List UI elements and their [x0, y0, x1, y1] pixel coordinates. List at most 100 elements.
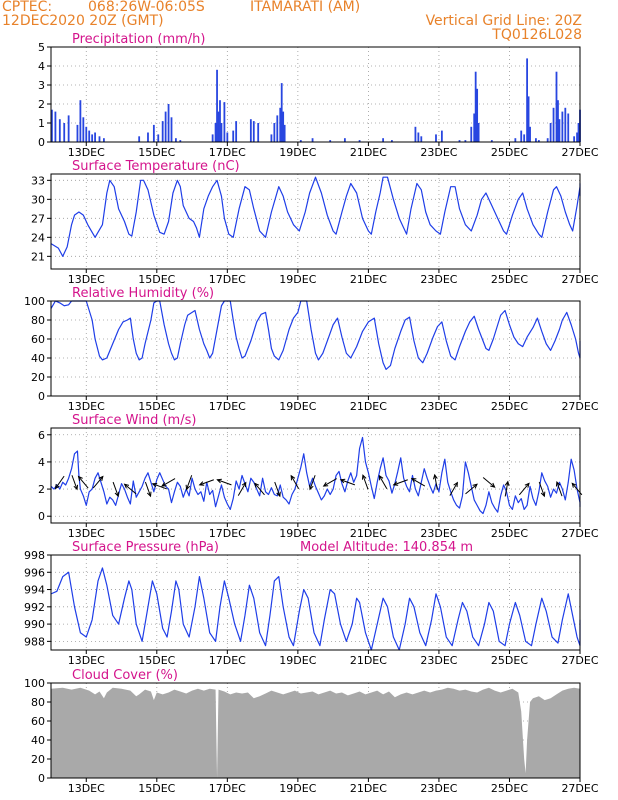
pressure-ytick-label-5: 998 [24, 549, 45, 562]
precipitation-bar-17 [157, 134, 160, 142]
wind-xtick-label-7: 27DEC [561, 527, 598, 540]
wind-arrow-0 [54, 475, 65, 490]
pressure-annotation: Model Altitude: 140.854 m [300, 540, 473, 555]
precipitation-bar-48 [358, 140, 361, 142]
pressure-ytick-label-4: 996 [24, 566, 45, 579]
precipitation-bar-82 [576, 132, 578, 142]
precipitation-xtick-label-7: 27DEC [561, 146, 598, 159]
precipitation-bar-60 [474, 71, 477, 142]
precipitation-frame [50, 46, 581, 143]
wind-arrow-21 [392, 479, 408, 486]
precipitation-bar-77 [558, 119, 561, 142]
temperature-ytick-label-2: 27 [31, 212, 45, 225]
wind-arrow-30 [555, 480, 563, 497]
wind-xtick-label-5: 23DEC [420, 527, 457, 540]
precipitation-bar-80 [567, 113, 570, 142]
wind-arrow-3 [92, 475, 104, 489]
wind-arrow-10 [198, 479, 214, 486]
cloud-title: Cloud Cover (%) [72, 668, 178, 683]
wind-ytick-label-0: 0 [38, 510, 45, 523]
temperature-ytick-label-3: 30 [31, 193, 45, 206]
pressure-xtick-label-4: 21DEC [350, 654, 387, 667]
wind-xtick-label-4: 21DEC [350, 527, 387, 540]
humidity-ytick-label-5: 100 [24, 295, 45, 308]
precipitation-bar-74 [552, 107, 555, 142]
pressure-ytick-label-3: 994 [24, 584, 45, 597]
humidity-ytick-label-4: 80 [31, 314, 45, 327]
precipitation-bar-55 [440, 130, 443, 142]
precipitation-xtick-label-0: 13DEC [68, 146, 105, 159]
precipitation-bar-76 [557, 100, 559, 142]
precipitation-bar-4 [67, 115, 70, 142]
precipitation-bar-19 [164, 111, 167, 142]
humidity-ytick-label-3: 60 [31, 333, 45, 346]
wind-arrow-15 [290, 474, 300, 490]
precipitation-bar-53 [420, 136, 423, 142]
wind-frame [50, 427, 581, 524]
precipitation-bar-33 [235, 121, 238, 142]
precipitation-bar-26 [216, 69, 218, 142]
cloud-xtick-label-5: 23DEC [420, 782, 457, 795]
precipitation-bar-5 [76, 124, 79, 142]
wind-ytick-label-1: 2 [38, 483, 45, 496]
wind-xtick-label-2: 17DEC [209, 527, 246, 540]
precipitation-bar-49 [382, 138, 384, 142]
precipitation-bar-22 [175, 138, 177, 142]
pressure-ytick-label-0: 988 [24, 635, 45, 648]
precipitation-bar-42 [282, 111, 285, 142]
wind-series-line [50, 436, 581, 515]
wind-ytick-label-3: 6 [38, 429, 45, 442]
pressure-ytick-label-2: 992 [24, 601, 45, 614]
precipitation-ytick-label-2: 2 [38, 98, 45, 111]
precipitation-bar-59 [473, 113, 476, 142]
wind-xtick-label-6: 25DEC [491, 527, 528, 540]
humidity-xtick-label-3: 19DEC [279, 400, 316, 413]
humidity-xtick-label-4: 21DEC [350, 400, 387, 413]
precipitation-bar-45 [311, 138, 314, 142]
precipitation-bar-57 [464, 140, 467, 142]
precipitation-xtick-label-3: 19DEC [279, 146, 316, 159]
precipitation-ytick-label-5: 5 [38, 41, 45, 54]
humidity-xtick-label-7: 27DEC [561, 400, 598, 413]
precipitation-bar-23 [179, 140, 182, 142]
wind-arrow-11 [216, 478, 232, 486]
precipitation-bar-67 [526, 58, 528, 142]
precipitation-bar-51 [414, 126, 417, 142]
pressure-panel: 988 990 992 994 996 998 13DEC 15DEC 17DEC 19DEC 21… [24, 540, 599, 667]
pressure-xtick-label-6: 25DEC [491, 654, 528, 667]
temperature-ytick-label-1: 24 [31, 231, 45, 244]
temperature-title: Surface Temperature (nC) [72, 159, 240, 174]
precipitation-bar-29 [220, 123, 223, 142]
wind-xtick-label-3: 19DEC [279, 527, 316, 540]
humidity-panel: 0 20 40 60 80 100 13DEC 15DEC 17DEC 19DEC 21DEC 23D… [24, 286, 599, 413]
precipitation-bar-71 [537, 140, 540, 142]
precipitation-ytick-label-3: 3 [38, 79, 45, 92]
cloud-xtick-label-1: 15DEC [138, 782, 175, 795]
temperature-xtick-label-5: 23DEC [420, 273, 457, 286]
cloud-xtick-label-4: 21DEC [350, 782, 387, 795]
precipitation-bar-8 [85, 126, 88, 142]
precipitation-bar-15 [147, 132, 149, 142]
wind-arrow-5 [123, 483, 137, 495]
header-model: TQ0126L028 [492, 27, 582, 43]
temperature-panel: 21 24 27 30 33 13DEC 15DEC 17DEC 19DEC 21DEC 23DEC… [31, 159, 599, 286]
humidity-series-line [50, 300, 581, 370]
precipitation-bar-12 [98, 136, 101, 142]
precipitation-xtick-label-6: 25DEC [491, 146, 528, 159]
precipitation-bar-62 [477, 123, 480, 142]
humidity-title: Relative Humidity (%) [72, 286, 214, 301]
precipitation-bar-52 [417, 132, 420, 142]
pressure-ytick-label-1: 990 [24, 618, 45, 631]
precipitation-bar-73 [549, 123, 552, 142]
cloud-ytick-label-5: 100 [24, 677, 45, 690]
cloud-xtick-label-7: 27DEC [561, 782, 598, 795]
cloud-area [51, 687, 580, 778]
wind-panel: 0 2 4 6 13DEC 15DEC 17DEC 19DEC 21DEC 23DEC 25DEC 2… [38, 413, 599, 540]
pressure-frame [50, 554, 581, 651]
pressure-series-line [50, 567, 581, 651]
precipitation-bar-11 [94, 132, 96, 142]
wind-arrow-26 [482, 477, 496, 488]
cloud-xtick-label-6: 25DEC [491, 782, 528, 795]
precipitation-bar-27 [217, 111, 220, 142]
